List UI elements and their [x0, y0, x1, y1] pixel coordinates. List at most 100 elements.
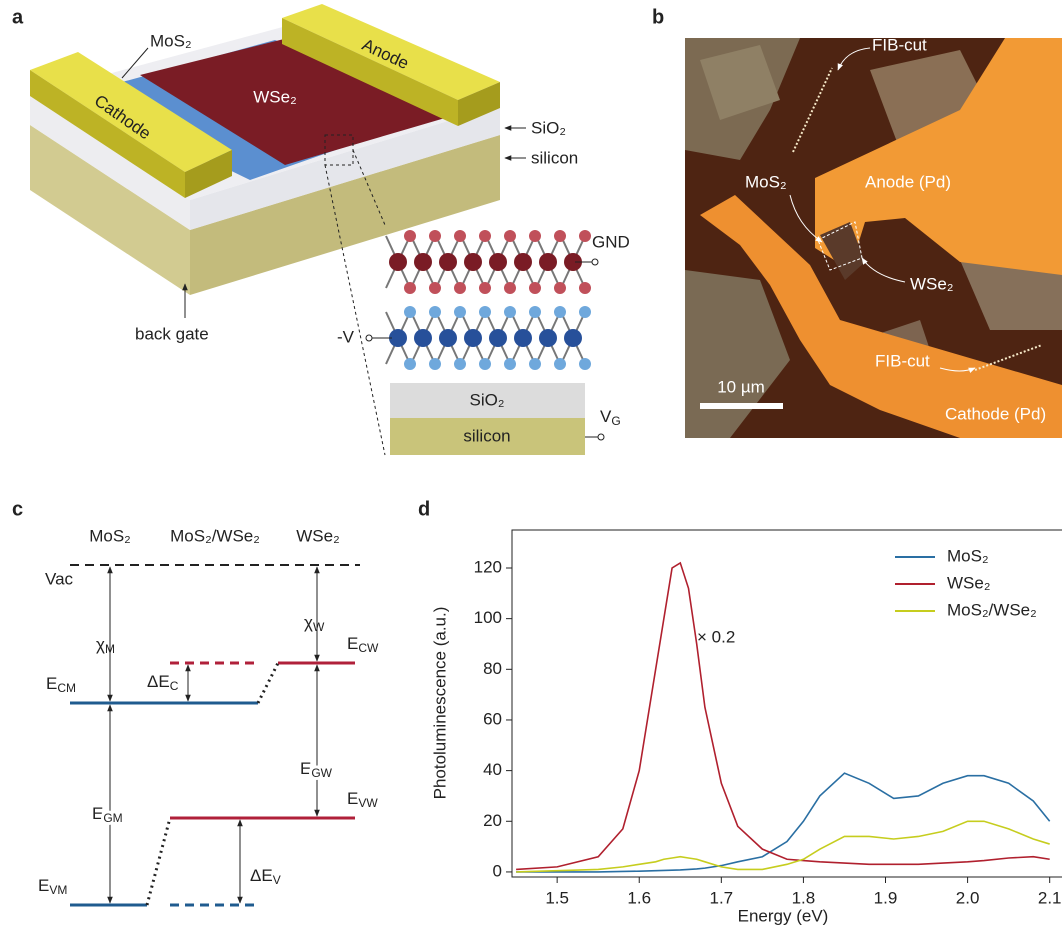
atom: [529, 230, 541, 242]
atom: [454, 230, 466, 242]
atom: [514, 253, 532, 271]
atom: [464, 253, 482, 271]
band-label: ECW: [347, 634, 379, 655]
atom: [389, 253, 407, 271]
panel-b: b FIB-cut MoS₂ Anode (Pd) WSe₂ FIB-cut 1…: [652, 6, 1062, 438]
atom: [579, 282, 591, 294]
terminal: [592, 259, 598, 265]
column-header: WSe₂: [296, 526, 339, 545]
atom: [504, 306, 516, 318]
gap-label: EGW: [300, 759, 333, 780]
atom: [429, 358, 441, 370]
annotation: × 0.2: [697, 627, 735, 646]
vac-label: Vac: [45, 569, 74, 588]
atom: [514, 329, 532, 347]
column-header: MoS₂/WSe₂: [170, 526, 260, 545]
atom: [579, 230, 591, 242]
atom: [579, 306, 591, 318]
y-tick-label: 100: [474, 608, 502, 627]
crystal: [386, 230, 591, 370]
panel-label: a: [12, 6, 24, 28]
atom: [454, 358, 466, 370]
atom: [554, 230, 566, 242]
chi-label: χW: [304, 613, 325, 634]
x-tick-label: 2.1: [1038, 888, 1062, 907]
atom: [414, 253, 432, 271]
atom: [479, 306, 491, 318]
gnd-label: GND: [592, 232, 630, 251]
y-tick-label: 40: [483, 760, 502, 779]
offset-label: ΔEC: [147, 672, 179, 693]
legend-label: MoS₂: [947, 546, 989, 565]
legend-label: MoS₂/WSe₂: [947, 600, 1037, 619]
x-tick-label: 1.8: [792, 888, 816, 907]
inset-sio2-label: SiO₂: [470, 390, 505, 409]
data-line: [516, 821, 1050, 872]
mos2-label: MoS₂: [150, 31, 192, 50]
terminal: [598, 434, 604, 440]
atom: [479, 282, 491, 294]
y-tick-label: 0: [493, 861, 502, 880]
figure: a MoS₂ Anode Cathode WSe₂ SiO₂ silicon b…: [0, 0, 1062, 927]
back-gate-label: back gate: [135, 324, 209, 343]
atom: [404, 282, 416, 294]
atom: [404, 306, 416, 318]
atom: [554, 306, 566, 318]
y-tick-label: 120: [474, 557, 502, 576]
sio2-label: SiO₂: [531, 118, 566, 137]
band-label: EVW: [347, 789, 378, 810]
scale-bar: [700, 403, 783, 409]
cathode-label: Cathode (Pd): [945, 404, 1046, 423]
offset-label: ΔEV: [250, 866, 281, 887]
atom: [579, 358, 591, 370]
band-label: EVM: [38, 876, 67, 897]
panel-label: b: [652, 6, 664, 28]
atom: [454, 282, 466, 294]
vg-label: VG: [600, 407, 621, 428]
silicon-label: silicon: [531, 148, 578, 167]
atom: [404, 358, 416, 370]
atom: [454, 306, 466, 318]
atom: [489, 253, 507, 271]
atom: [429, 306, 441, 318]
panel-c: c MoS₂ MoS₂/WSe₂ WSe₂ Vac χM ECM ΔEC χW …: [12, 498, 379, 905]
atom: [479, 358, 491, 370]
y-tick-label: 60: [483, 709, 502, 728]
atom: [479, 230, 491, 242]
atom: [529, 282, 541, 294]
x-axis-label: Energy (eV): [738, 906, 829, 925]
fib-label: FIB-cut: [872, 35, 927, 54]
scale-label: 10 µm: [717, 377, 765, 396]
wse2-label: WSe₂: [253, 87, 296, 106]
band-bend: [258, 663, 278, 703]
atom: [414, 329, 432, 347]
atom: [429, 282, 441, 294]
x-tick-label: 2.0: [956, 888, 980, 907]
atom: [439, 253, 457, 271]
panel-label: c: [12, 498, 23, 520]
x-tick-label: 1.6: [627, 888, 651, 907]
atom: [529, 358, 541, 370]
atom: [539, 253, 557, 271]
x-tick-label: 1.5: [545, 888, 569, 907]
x-tick-label: 1.7: [710, 888, 734, 907]
atom: [504, 230, 516, 242]
atom: [489, 329, 507, 347]
legend-label: WSe₂: [947, 573, 990, 592]
anode-label: Anode (Pd): [865, 172, 951, 191]
atom: [539, 329, 557, 347]
y-axis-label: Photoluminescence (a.u.): [430, 607, 449, 800]
atom: [504, 358, 516, 370]
panel-d: d Photoluminescence (a.u.) Energy (eV) ×…: [418, 498, 1062, 925]
atom: [504, 282, 516, 294]
fib-label: FIB-cut: [875, 351, 930, 370]
atom: [404, 230, 416, 242]
atom: [439, 329, 457, 347]
band-bend: [147, 818, 170, 905]
panel-label: d: [418, 498, 430, 520]
chi-label: χM: [96, 635, 115, 656]
y-tick-label: 20: [483, 811, 502, 830]
atom: [429, 230, 441, 242]
atom: [564, 329, 582, 347]
wse2-label: WSe₂: [910, 274, 953, 293]
